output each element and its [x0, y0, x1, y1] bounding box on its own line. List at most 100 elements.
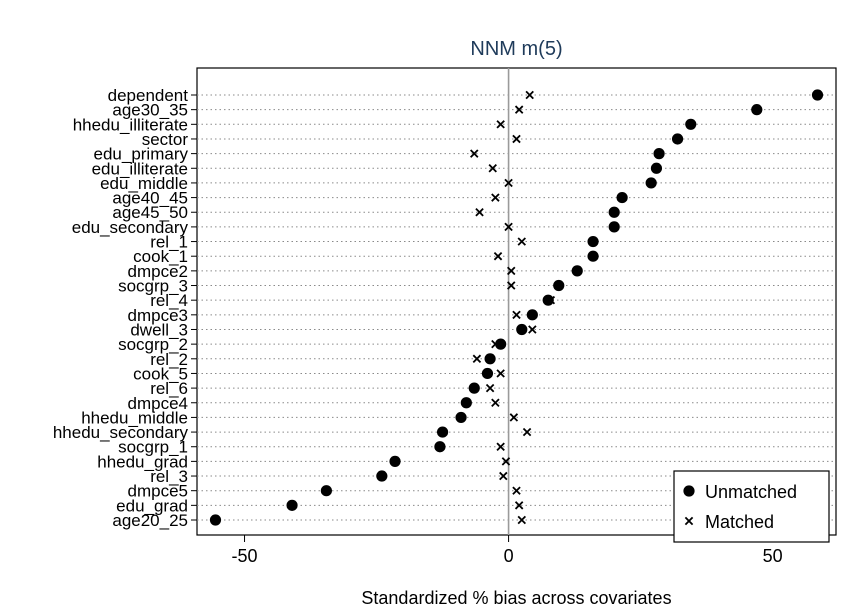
- legend-unmatched-label: Unmatched: [705, 482, 797, 502]
- unmatched-point: [484, 353, 496, 365]
- matched-point: [501, 457, 511, 466]
- y-tick-label: rel_6: [150, 379, 188, 398]
- unmatched-point: [495, 338, 507, 350]
- unmatched-point: [671, 133, 684, 145]
- y-tick-labels: dependentage30_35hhedu_illiteratesectore…: [53, 86, 197, 530]
- matched-point: [517, 237, 527, 246]
- legend-matched-marker: [684, 516, 694, 526]
- y-tick-label: dmpce3: [128, 306, 188, 325]
- matched-point: [522, 427, 532, 437]
- unmatched-point: [434, 441, 446, 453]
- matched-point: [493, 251, 503, 261]
- unmatched-point: [286, 499, 298, 511]
- matched-point: [509, 413, 519, 422]
- unmatched-point: [460, 397, 472, 409]
- unmatched-point: [616, 191, 628, 204]
- matched-series: [470, 90, 556, 525]
- y-tick-label: hhedu_middle: [81, 408, 188, 427]
- x-tick-label: -50: [232, 546, 258, 566]
- unmatched-point: [608, 206, 620, 218]
- unmatched-point: [645, 177, 657, 189]
- matched-point: [528, 325, 537, 334]
- unmatched-point: [811, 89, 824, 101]
- matched-point: [506, 281, 516, 290]
- matched-point: [470, 149, 479, 158]
- y-tick-label: edu_middle: [100, 174, 188, 193]
- matched-point: [512, 486, 521, 495]
- unmatched-point: [553, 279, 565, 292]
- unmatched-point: [516, 323, 528, 336]
- y-tick-label: edu_primary: [94, 145, 189, 164]
- matched-point: [512, 310, 521, 320]
- unmatched-point: [320, 485, 332, 497]
- matched-point: [485, 383, 495, 393]
- unmatched-point: [653, 148, 665, 160]
- unmatched-point: [587, 235, 599, 248]
- y-tick-label: age30_35: [112, 101, 188, 120]
- y-tick-label: age40_45: [112, 189, 188, 208]
- y-tick-label: sector: [142, 130, 189, 149]
- unmatched-point: [526, 309, 538, 321]
- x-tick-label: 50: [763, 546, 783, 566]
- unmatched-point: [436, 426, 449, 438]
- x-tick-label: 0: [504, 546, 514, 566]
- matched-point: [472, 354, 482, 364]
- unmatched-point: [468, 382, 480, 394]
- matched-point: [496, 120, 505, 129]
- unmatched-point: [608, 221, 620, 233]
- y-tick-label: edu_secondary: [72, 218, 189, 237]
- unmatched-series: [209, 89, 824, 526]
- matched-point: [514, 105, 524, 114]
- unmatched-point: [685, 118, 697, 130]
- unmatched-point: [542, 294, 554, 306]
- legend-matched-label: Matched: [705, 512, 774, 532]
- matched-point: [496, 369, 505, 378]
- matched-point: [525, 90, 534, 100]
- y-tick-label: dmpce4: [128, 394, 188, 413]
- matched-point: [504, 178, 513, 188]
- matched-point: [514, 501, 524, 510]
- unmatched-point: [376, 470, 388, 482]
- matched-point: [496, 442, 505, 451]
- unmatched-point: [389, 455, 401, 467]
- y-tick-label: hhedu_secondary: [53, 423, 189, 442]
- y-tick-label: socgrp_2: [118, 335, 188, 354]
- y-tick-label: rel_4: [150, 291, 188, 310]
- gridlines: [197, 94, 836, 521]
- plot-area: [196, 67, 837, 536]
- y-tick-label: edu_illiterate: [92, 159, 188, 178]
- chart-title: NNM m(5): [470, 38, 562, 60]
- matched-point: [504, 222, 513, 232]
- y-tick-label: socgrp_3: [118, 277, 188, 296]
- y-tick-label: dmpce2: [128, 262, 188, 281]
- legend: Unmatched Matched: [673, 470, 830, 543]
- y-tick-label: rel_3: [150, 467, 188, 486]
- unmatched-point: [650, 162, 663, 174]
- y-tick-label: cook_5: [133, 364, 188, 383]
- y-tick-label: edu_grad: [116, 496, 188, 515]
- y-tick-label: dmpce5: [128, 482, 188, 501]
- y-tick-label: cook_1: [133, 247, 188, 266]
- matched-point: [488, 164, 497, 173]
- unmatched-point: [481, 367, 494, 380]
- x-axis: -50 0 50: [232, 535, 783, 566]
- matched-point: [491, 398, 500, 407]
- unmatched-point: [209, 514, 222, 526]
- matched-point: [499, 471, 508, 481]
- unmatched-point: [571, 265, 583, 277]
- y-tick-label: rel_1: [150, 233, 188, 252]
- unmatched-point: [587, 250, 599, 262]
- unmatched-point: [751, 104, 763, 116]
- matched-point: [506, 266, 516, 276]
- legend-unmatched-marker: [683, 485, 695, 497]
- y-tick-label: socgrp_1: [118, 438, 188, 457]
- y-tick-label: rel_2: [150, 350, 188, 369]
- matched-point: [517, 515, 527, 525]
- unmatched-point: [455, 411, 467, 424]
- matched-point: [475, 208, 484, 217]
- y-tick-label: age20_25: [112, 511, 188, 530]
- y-tick-label: dependent: [108, 86, 189, 105]
- matched-point: [512, 134, 521, 144]
- y-tick-label: age45_50: [112, 203, 188, 222]
